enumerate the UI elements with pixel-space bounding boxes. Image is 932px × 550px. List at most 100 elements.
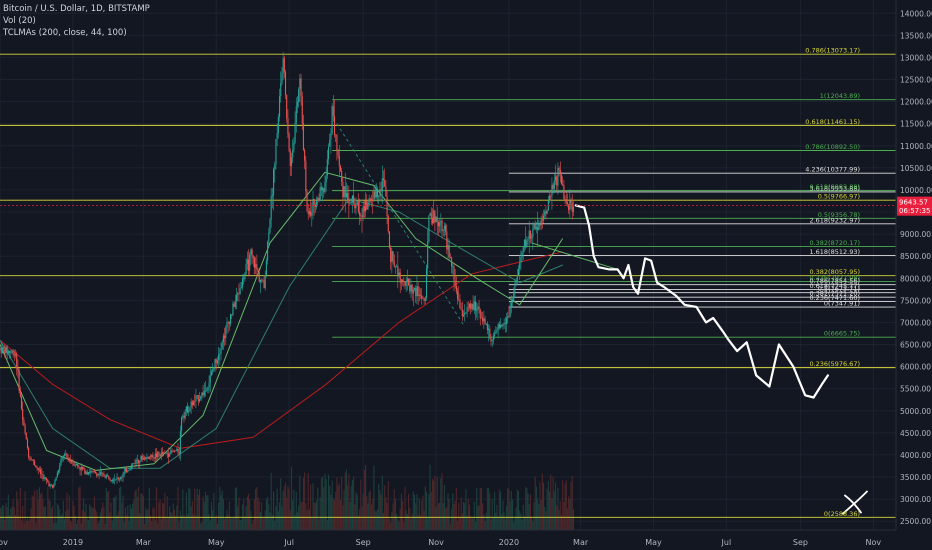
candle-body xyxy=(140,455,142,461)
volume-bar xyxy=(72,500,74,530)
volume-indicator-label[interactable]: Vol (20) xyxy=(3,16,36,26)
volume-bar xyxy=(264,510,266,530)
candle-body xyxy=(400,279,402,283)
moving-averages xyxy=(0,123,618,471)
candle-body xyxy=(308,211,310,215)
volume-bar xyxy=(63,518,66,530)
volume-bar xyxy=(374,510,376,530)
volume-bar xyxy=(152,507,154,530)
candle-body xyxy=(551,184,553,197)
candle-body xyxy=(177,448,179,453)
volume-bar xyxy=(507,488,509,530)
volume-bar xyxy=(267,496,269,530)
fib-level-label: 0.236(7927.98) xyxy=(809,274,860,282)
volume-bar xyxy=(471,518,473,530)
candle-body xyxy=(201,392,203,397)
volume-bar xyxy=(115,495,117,530)
candle-body xyxy=(127,470,129,473)
candle-body xyxy=(145,457,147,460)
volume-bar xyxy=(298,505,300,530)
volume-bar xyxy=(161,502,164,530)
ma-line-ma100 xyxy=(0,198,563,469)
volume-bar xyxy=(509,501,511,530)
symbol-title[interactable]: Bitcoin / U.S. Dollar, 1D, BITSTAMP xyxy=(3,4,150,14)
volume-bar xyxy=(440,478,442,530)
volume-bar xyxy=(122,495,124,530)
volume-bar xyxy=(379,490,381,530)
candle-body xyxy=(428,215,430,242)
volume-bar xyxy=(154,520,156,530)
candle-body xyxy=(477,306,479,309)
volume-bar xyxy=(189,488,191,530)
candle-body xyxy=(453,266,455,281)
candle-body xyxy=(337,150,339,156)
candle-body xyxy=(434,210,436,223)
volume-bar xyxy=(138,486,140,530)
candle-body xyxy=(256,264,258,270)
volume-bar xyxy=(86,518,88,530)
candle-body xyxy=(26,439,29,448)
y-tick-label: 2500.00 xyxy=(900,517,931,526)
candle-body xyxy=(342,182,344,198)
candle-body xyxy=(559,169,561,175)
volume-bar xyxy=(498,489,500,530)
candle-body xyxy=(158,452,160,455)
volume-bar xyxy=(203,501,205,530)
volume-bar xyxy=(128,521,130,530)
volume-bar xyxy=(336,477,338,530)
candle-body xyxy=(275,139,277,165)
x-tick-label: 2020 xyxy=(499,538,519,547)
volume-bar xyxy=(357,515,359,530)
volume-bar xyxy=(363,469,365,530)
volume-bar xyxy=(12,499,14,530)
volume-bar xyxy=(28,521,30,530)
candle-body xyxy=(123,471,125,474)
volume-bar xyxy=(0,507,1,530)
candle-body xyxy=(503,323,505,325)
candle-body xyxy=(501,324,503,327)
candle-body xyxy=(132,463,134,466)
candle-body xyxy=(4,348,6,353)
candle-body xyxy=(324,182,326,193)
volume-bar xyxy=(97,523,99,530)
candle-body xyxy=(435,216,437,223)
volume-bar xyxy=(55,522,57,530)
volume-bar xyxy=(455,487,457,530)
candle-body xyxy=(245,263,247,274)
candle-body xyxy=(160,452,162,457)
candle-body xyxy=(56,472,58,478)
candle-body xyxy=(403,281,405,282)
candle-body xyxy=(112,479,115,481)
candle-body xyxy=(252,255,254,259)
volume-bar xyxy=(98,520,100,530)
volume-bar xyxy=(209,520,211,530)
volume-bar xyxy=(112,497,115,530)
volume-bar xyxy=(485,512,487,530)
volume-bar xyxy=(348,473,350,530)
volume-bar xyxy=(470,516,472,530)
volume-bar xyxy=(433,480,435,530)
volume-bar xyxy=(172,503,174,530)
candle-body xyxy=(179,431,181,454)
time-axis[interactable]: Nov 2019 Mar May Jul Sep Nov 2020 Mar May Jul Sep No… xyxy=(0,529,896,547)
volume-bar xyxy=(353,476,355,530)
volume-bar xyxy=(222,498,224,530)
candle-body xyxy=(151,454,153,458)
candle-body xyxy=(207,387,209,391)
volume-bar xyxy=(452,493,454,530)
volume-bar xyxy=(11,506,13,530)
volume-bar xyxy=(114,497,116,530)
candle-body xyxy=(30,458,32,461)
price-axis[interactable]: 2500.00 3000.00 3500.00 4000.00 4500.00 5000.… xyxy=(895,0,932,550)
volume-bar xyxy=(32,496,35,530)
volume-bar xyxy=(176,505,178,530)
candle-body xyxy=(220,348,222,354)
candle-body xyxy=(496,329,498,332)
price-tag-box xyxy=(897,196,932,216)
candle-body xyxy=(304,149,306,161)
candle-body xyxy=(5,346,7,353)
volume-bar xyxy=(0,508,2,530)
ma-indicator-label[interactable]: TCLMAs (200, close, 44, 100) xyxy=(3,28,127,38)
volume-bar xyxy=(369,490,371,530)
